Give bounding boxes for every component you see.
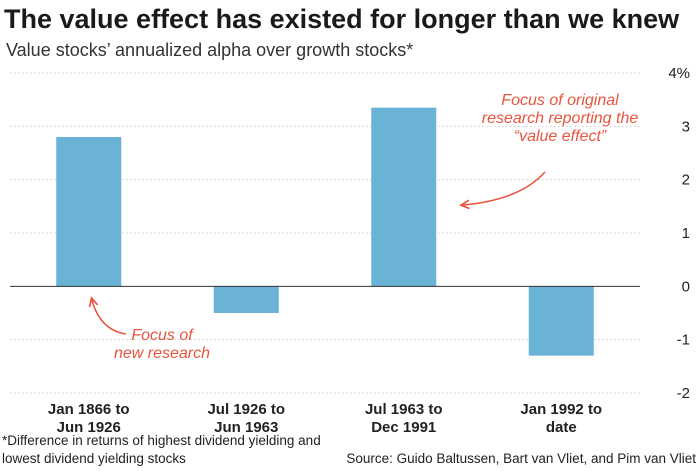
annotation-original-research: Focus of original research reporting the “… bbox=[482, 92, 639, 145]
x-tick-label: Jan 1866 to Jun 1926 bbox=[48, 401, 130, 436]
bar bbox=[213, 286, 279, 313]
annotation-arrow bbox=[463, 171, 546, 205]
chart-title: The value effect has existed for longer … bbox=[4, 4, 680, 34]
y-tick-label: 1 bbox=[682, 225, 690, 242]
annotation-new-research: Focus of new research bbox=[114, 327, 210, 362]
y-tick-label: 0 bbox=[682, 278, 690, 295]
y-tick-label: 3 bbox=[682, 118, 690, 135]
y-tick-label: 2 bbox=[682, 172, 690, 189]
y-tick-label: -1 bbox=[677, 332, 690, 349]
x-tick-label: Jul 1926 to Jun 1963 bbox=[207, 401, 285, 436]
bar bbox=[528, 286, 594, 356]
footnote: *Difference in returns of highest divide… bbox=[2, 433, 321, 466]
y-tick-label: -2 bbox=[677, 385, 690, 402]
chart-subtitle: Value stocks’ annualized alpha over grow… bbox=[6, 40, 414, 60]
x-tick-label: Jan 1992 to date bbox=[520, 401, 602, 436]
annotation-arrow bbox=[92, 300, 127, 335]
source-note: Source: Guido Baltussen, Bart van Vliet,… bbox=[346, 451, 696, 466]
x-tick-label: Jul 1963 to Dec 1991 bbox=[365, 401, 443, 436]
bar bbox=[56, 137, 122, 287]
bar bbox=[371, 107, 437, 287]
y-tick-label: 4% bbox=[668, 65, 690, 82]
